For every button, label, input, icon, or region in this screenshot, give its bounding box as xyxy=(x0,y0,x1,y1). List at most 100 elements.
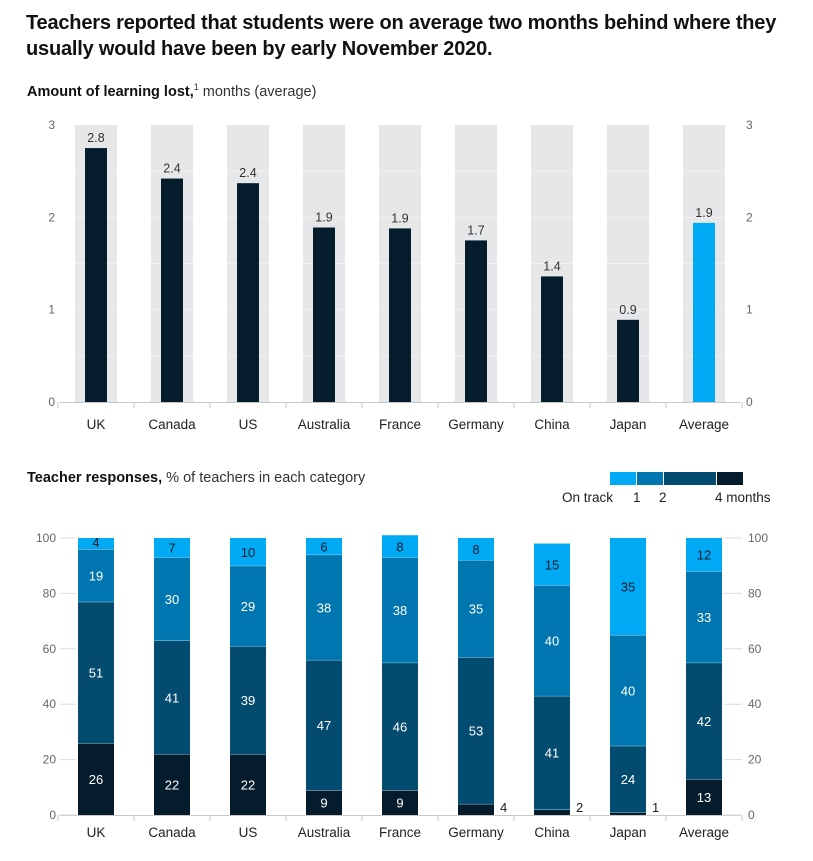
segment-germany-2 xyxy=(458,657,494,804)
category-label-canada: Canada xyxy=(148,825,196,840)
segment-label-average-2: 42 xyxy=(697,714,711,729)
segment-average-1 xyxy=(686,571,722,663)
segment-label-average-1: 33 xyxy=(697,610,711,625)
segment-uk-4-months xyxy=(78,742,114,815)
segment-japan-4-months xyxy=(610,812,646,815)
category-label-china: China xyxy=(534,417,570,432)
segment-label-germany-4-months: 4 xyxy=(500,800,507,815)
y-tick-right-60: 60 xyxy=(748,642,762,656)
segment-label-japan-2: 24 xyxy=(621,772,635,787)
y-tick-left-3: 3 xyxy=(48,118,55,132)
segment-china-1 xyxy=(534,585,570,696)
legend-swatch-on-track xyxy=(610,472,636,485)
segment-australia-2 xyxy=(306,659,342,791)
segment-germany-1 xyxy=(458,560,494,658)
segment-label-germany-on-track: 8 xyxy=(472,542,479,557)
segment-average-2 xyxy=(686,662,722,779)
chart2-title: Teacher responses, % of teachers in each… xyxy=(27,470,365,486)
y-tick-left-2: 2 xyxy=(48,210,55,224)
segment-label-us-on-track: 10 xyxy=(241,545,255,560)
segment-label-australia-1: 38 xyxy=(317,600,331,615)
segment-australia-4-months xyxy=(306,790,342,815)
segment-label-us-1: 29 xyxy=(241,599,255,614)
y-tick-right-100: 100 xyxy=(748,531,768,545)
segment-label-france-on-track: 8 xyxy=(396,539,403,554)
chart1-title: Amount of learning lost,1 months (averag… xyxy=(27,82,316,100)
category-label-us: US xyxy=(239,417,258,432)
category-label-canada: Canada xyxy=(148,417,196,432)
segment-label-germany-1: 35 xyxy=(469,602,483,617)
bar-average xyxy=(693,222,715,402)
category-label-average: Average xyxy=(679,417,729,432)
segment-label-china-4-months: 2 xyxy=(576,800,583,815)
category-label-us: US xyxy=(239,825,258,840)
segment-average-4-months xyxy=(686,778,722,815)
legend-swatch-4 xyxy=(717,472,743,485)
segment-us-1 xyxy=(230,565,266,647)
bar-france xyxy=(389,228,411,402)
category-label-uk: UK xyxy=(87,417,106,432)
segment-australia-on-track xyxy=(306,538,342,555)
segment-germany-on-track xyxy=(458,538,494,561)
y-tick-right-40: 40 xyxy=(748,697,762,711)
chart1-title-bold: Amount of learning lost, xyxy=(27,83,194,100)
chart1-footnote: 1 xyxy=(193,82,199,92)
category-label-france: France xyxy=(379,825,421,840)
y-tick-right-1: 1 xyxy=(746,303,753,317)
value-label-canada: 2.4 xyxy=(163,162,180,176)
y-tick-right-20: 20 xyxy=(748,753,762,767)
category-label-germany: Germany xyxy=(448,417,504,432)
segment-china-on-track xyxy=(534,543,570,586)
category-label-france: France xyxy=(379,417,421,432)
y-tick-right-2: 2 xyxy=(746,210,753,224)
y-tick-left-60: 60 xyxy=(43,642,57,656)
segment-france-1 xyxy=(382,557,418,663)
category-label-japan: Japan xyxy=(610,417,647,432)
segment-label-canada-4-months: 22 xyxy=(165,778,179,793)
learning-lost-chart: 2.8 UK 2.4 Canada 2.4 US 1.9 Australia 1.9 France… xyxy=(48,118,753,432)
segment-label-uk-1: 19 xyxy=(89,568,103,583)
bar-canada xyxy=(161,178,183,402)
value-label-france: 1.9 xyxy=(391,211,408,225)
segment-us-4-months xyxy=(230,754,266,815)
category-label-germany: Germany xyxy=(448,825,504,840)
y-tick-right-0: 0 xyxy=(748,808,755,822)
y-tick-left-0: 0 xyxy=(49,808,56,822)
bar-us xyxy=(237,183,259,402)
segment-us-2 xyxy=(230,646,266,755)
legend: On track 1 2 4 months xyxy=(540,468,800,508)
segment-label-germany-2: 53 xyxy=(469,724,483,739)
bar-japan xyxy=(617,319,639,402)
segment-label-china-1: 40 xyxy=(545,633,559,648)
legend-label-4-months: 4 months xyxy=(715,490,771,505)
segment-china-2 xyxy=(534,695,570,810)
segment-label-uk-2: 51 xyxy=(89,665,103,680)
bar-germany xyxy=(465,240,487,402)
y-tick-right-0: 0 xyxy=(746,395,753,409)
segment-label-uk-4-months: 26 xyxy=(89,772,103,787)
headline: Teachers reported that students were on … xyxy=(26,12,777,60)
category-label-japan: Japan xyxy=(610,825,647,840)
value-label-us: 2.4 xyxy=(239,166,256,180)
segment-uk-1 xyxy=(78,549,114,602)
legend-label-on-track: On track xyxy=(562,490,614,505)
segment-label-france-1: 38 xyxy=(393,603,407,618)
segment-label-japan-4-months: 1 xyxy=(652,800,659,815)
chart1-title-rest: months (average) xyxy=(198,83,317,100)
y-tick-left-20: 20 xyxy=(43,753,57,767)
legend-swatch-1 xyxy=(637,472,663,485)
bar-australia xyxy=(313,227,335,402)
segment-australia-1 xyxy=(306,554,342,660)
segment-label-canada-2: 41 xyxy=(165,690,179,705)
segment-label-australia-4-months: 9 xyxy=(320,796,327,811)
segment-canada-1 xyxy=(154,557,190,641)
legend-label-1: 1 xyxy=(633,490,641,505)
segment-label-canada-1: 30 xyxy=(165,592,179,607)
segment-japan-2 xyxy=(610,745,646,813)
segment-average-on-track xyxy=(686,538,722,572)
segment-uk-2 xyxy=(78,601,114,743)
segment-france-2 xyxy=(382,662,418,791)
value-label-uk: 2.8 xyxy=(87,131,104,145)
segment-canada-2 xyxy=(154,640,190,755)
category-label-australia: Australia xyxy=(298,417,351,432)
